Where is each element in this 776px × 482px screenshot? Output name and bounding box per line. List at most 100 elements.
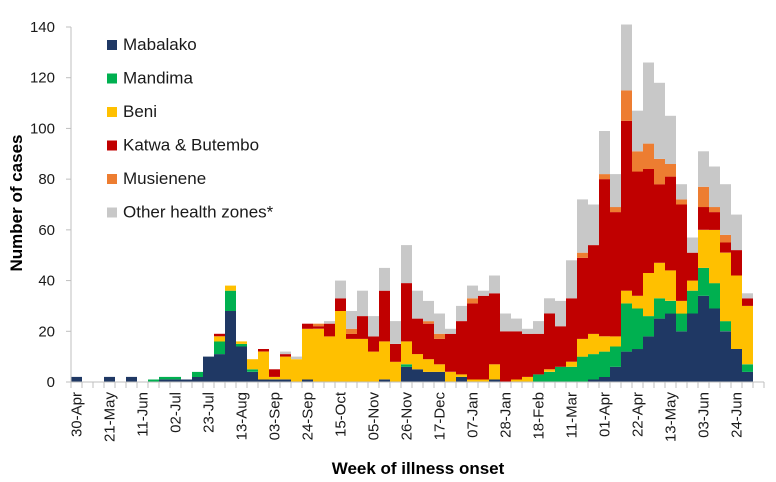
bar-segment-mandima — [236, 344, 247, 347]
bar-segment-beni — [599, 336, 610, 352]
bar-segment-other-health-zones — [445, 328, 456, 334]
x-axis-title: Week of illness onset — [332, 459, 505, 478]
x-tick-label: 26-Nov — [399, 392, 416, 441]
legend-swatch — [107, 174, 117, 184]
bar-segment-other-health-zones — [434, 313, 445, 334]
bar-segment-katwa-butembo — [456, 321, 467, 375]
bar-segment-katwa-butembo — [709, 212, 720, 230]
x-tick-label: 13-Aug — [234, 392, 251, 440]
bar-segment-mabalako — [588, 379, 599, 382]
bar-segment-katwa-butembo — [599, 179, 610, 337]
bar-segment-katwa-butembo — [665, 176, 676, 271]
bar-segment-katwa-butembo — [390, 344, 401, 362]
bar-segment-mabalako — [379, 379, 390, 382]
bar-segment-katwa-butembo — [621, 120, 632, 291]
bar-segment-mabalako — [225, 311, 236, 382]
bar-segment-katwa-butembo — [555, 326, 566, 367]
bar-segment-katwa-butembo — [698, 207, 709, 230]
bar-segment-mabalako — [742, 371, 753, 382]
bar-segment-other-health-zones — [324, 321, 335, 324]
bar-segment-musienene — [709, 207, 720, 213]
bar-segment-musienene — [577, 252, 588, 258]
bar-segment-mabalako — [247, 371, 258, 382]
bar-segment-katwa-butembo — [610, 212, 621, 337]
bar-segment-mabalako — [104, 376, 115, 382]
bar-segment-musienene — [665, 163, 676, 177]
bar-segment-mandima — [742, 364, 753, 372]
y-tick-label: 40 — [38, 273, 55, 290]
bar-segment-mandima — [698, 267, 709, 296]
x-tick-label: 28-Jan — [498, 392, 515, 438]
bar-segment-mandima — [720, 321, 731, 332]
legend-swatch — [107, 107, 117, 117]
bar-segment-mandima — [632, 308, 643, 350]
bar-segment-beni — [335, 311, 346, 382]
bar-segment-mabalako — [423, 371, 434, 382]
bar-segment-beni — [291, 359, 302, 382]
bar-segment-other-health-zones — [709, 166, 720, 208]
bar-segment-beni — [225, 285, 236, 291]
bar-segment-musienene — [599, 174, 610, 180]
x-tick-label: 11-Jun — [135, 392, 152, 437]
bar-segment-mabalako — [258, 379, 269, 382]
y-axis-title: Number of cases — [7, 135, 26, 272]
bar-segment-katwa-butembo — [346, 333, 357, 339]
bar-segment-musienene — [467, 298, 478, 304]
bar-segment-other-health-zones — [632, 110, 643, 152]
legend-label: Mabalako — [123, 35, 197, 54]
legend: Mabalako Mandima Beni Katwa & Butembo Musien… — [107, 35, 274, 222]
bar-segment-katwa-butembo — [654, 184, 665, 263]
bar-segment-mabalako — [687, 313, 698, 382]
bar-segment-beni — [346, 338, 357, 382]
bar-segment-musienene — [676, 199, 687, 205]
bar-segment-katwa-butembo — [511, 331, 522, 380]
bar-segment-mandima — [148, 379, 159, 382]
bar-segment-katwa-butembo — [258, 349, 269, 352]
bar-segment-mabalako — [456, 376, 467, 382]
bar-segment-mabalako — [181, 379, 192, 382]
bar-segment-other-health-zones — [500, 313, 511, 332]
bar-segment-katwa-butembo — [577, 257, 588, 339]
legend-swatch — [107, 207, 117, 218]
bar-segment-beni — [214, 336, 225, 342]
bar-segment-katwa-butembo — [214, 333, 225, 337]
bar-segment-mandima — [687, 290, 698, 314]
x-tick-label: 11-Mar — [564, 392, 581, 438]
bar-segment-katwa-butembo — [269, 369, 280, 377]
x-tick-label: 03-Sep — [267, 392, 284, 440]
bar-segment-mabalako — [159, 379, 170, 382]
bar-segment-mandima — [610, 346, 621, 367]
bar-segment-mabalako — [676, 331, 687, 382]
x-tick-label: 24-Sep — [300, 392, 317, 440]
bar-segment-beni — [324, 336, 335, 382]
x-tick-label: 05-Nov — [366, 392, 383, 441]
bar-segment-katwa-butembo — [324, 323, 335, 337]
y-tick-label: 100 — [30, 120, 55, 137]
bar-segment-mandima — [401, 364, 412, 367]
bar-segment-other-health-zones — [687, 237, 698, 253]
bar-segment-mandima — [192, 371, 203, 377]
bar-segment-mandima — [643, 316, 654, 337]
bar-segment-mabalako — [280, 379, 291, 382]
bar-stacks — [71, 24, 753, 383]
bar-segment-katwa-butembo — [489, 293, 500, 365]
x-tick-label: 01-Apr — [597, 392, 614, 437]
bar-segment-other-health-zones — [577, 199, 588, 253]
bar-segment-other-health-zones — [643, 62, 654, 144]
bar-segment-katwa-butembo — [357, 316, 368, 339]
bar-segment-beni — [489, 364, 500, 380]
bar-segment-mandima — [225, 290, 236, 311]
bar-segment-mabalako — [126, 376, 137, 382]
y-tick-label: 120 — [30, 70, 55, 87]
bar-segment-musienene — [313, 323, 324, 327]
x-tick-label: 18-Feb — [531, 392, 548, 440]
bar-segment-beni — [676, 300, 687, 314]
bar-segment-katwa-butembo — [731, 250, 742, 276]
bar-segment-katwa-butembo — [742, 298, 753, 306]
bar-segment-other-health-zones — [533, 321, 544, 334]
legend-swatch — [107, 140, 117, 151]
bar-segment-katwa-butembo — [313, 326, 324, 329]
bar-segment-beni — [467, 379, 478, 382]
bar-segment-katwa-butembo — [687, 252, 698, 281]
bar-segment-other-health-zones — [511, 318, 522, 332]
